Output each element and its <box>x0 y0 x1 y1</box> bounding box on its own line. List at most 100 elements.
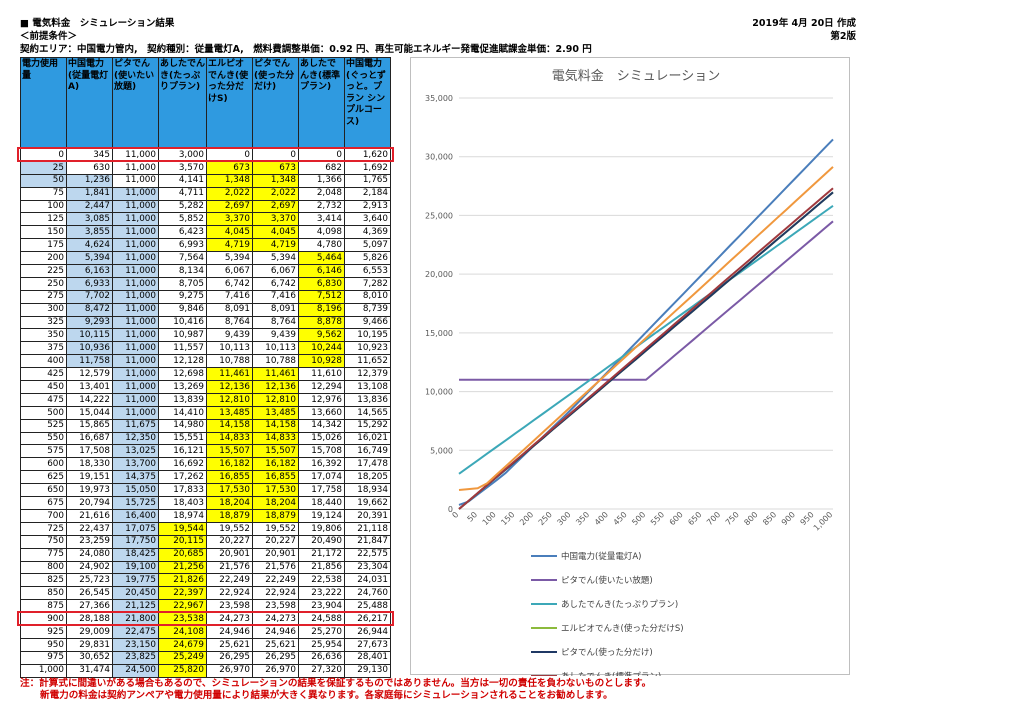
table-cell: 200 <box>20 251 67 266</box>
table-cell: 16,400 <box>112 508 159 523</box>
table-row: 125 3,085 11,000 5,852 3,370 3,370 3,414 3,640 <box>20 212 391 227</box>
table-cell: 1,692 <box>344 160 391 175</box>
y-axis: 0 5,000 10,000 15,000 20,000 25,000 30,000 35,0… <box>425 94 453 514</box>
table-header-row: 電力使用量 中国電力(従量電灯A) ピタでん(使いたい放題) あしたでんき(たっぷりプ… <box>20 57 391 149</box>
chart-series-lines <box>458 138 834 510</box>
table-cell: 19,973 <box>66 483 113 498</box>
table-cell: 11,000 <box>112 212 159 227</box>
table-row: 275 7,702 11,000 9,275 7,416 7,416 7,512 8,010 <box>20 289 391 304</box>
table-cell: 2,184 <box>344 186 391 201</box>
table-cell: 2,913 <box>344 199 391 214</box>
table-cell: 800 <box>20 560 67 575</box>
table-cell: 8,764 <box>252 315 299 330</box>
table-cell: 24,902 <box>66 560 113 575</box>
table-cell: 10,928 <box>298 354 345 369</box>
table-row: 675 20,794 15,725 18,403 18,204 18,204 18,440 1… <box>20 496 391 510</box>
table-cell: 17,262 <box>158 470 207 485</box>
table-cell: 5,394 <box>66 251 113 266</box>
table-header-0: 電力使用量 <box>20 57 67 149</box>
table-cell: 28,401 <box>344 650 391 665</box>
table-row: 200 5,394 11,000 7,564 5,394 5,394 5,464 5,826 <box>20 251 391 266</box>
table-cell: 3,085 <box>66 212 113 227</box>
table-cell: 19,806 <box>298 521 345 536</box>
x-tick-label: 800 <box>742 510 759 527</box>
table-cell: 11,000 <box>112 341 159 356</box>
table-cell: 8,196 <box>298 302 345 317</box>
table-cell: 31,474 <box>66 663 113 678</box>
table-cell: 13,269 <box>158 380 207 394</box>
table-cell: 24,760 <box>344 586 391 601</box>
table-cell: 18,330 <box>66 457 113 472</box>
table-cell: 19,775 <box>112 573 159 588</box>
table-cell: 12,579 <box>66 367 113 382</box>
table-cell: 10,788 <box>252 354 299 369</box>
note-line-2: 新電力の料金は契約アンペアや電力使用量により結果が大きく異なります。各家庭毎にシ… <box>40 690 613 701</box>
table-cell: 14,410 <box>158 405 207 420</box>
table-row: 875 27,366 21,125 22,967 23,598 23,598 23,904 2… <box>20 599 391 614</box>
table-cell: 0 <box>298 148 345 162</box>
table-row: 25 630 11,000 3,570 673 673 682 1,692 <box>20 160 391 175</box>
table-cell: 6,163 <box>66 264 113 278</box>
table-cell: 23,825 <box>112 650 159 665</box>
table-cell: 16,182 <box>206 457 253 472</box>
table-cell: 11,758 <box>66 354 113 369</box>
table-cell: 25,488 <box>344 599 391 614</box>
table-cell: 16,182 <box>252 457 299 472</box>
table-cell: 23,598 <box>252 599 299 614</box>
table-cell: 500 <box>20 405 67 420</box>
table-cell: 3,370 <box>206 212 253 227</box>
table-cell: 125 <box>20 212 67 227</box>
table-row: 775 24,080 18,425 20,685 20,901 20,901 21,172 2… <box>20 547 391 562</box>
table-cell: 11,000 <box>112 405 159 420</box>
table-row: 550 16,687 12,350 15,551 14,833 14,833 15,026 1… <box>20 431 391 446</box>
table-cell: 1,000 <box>20 663 67 678</box>
x-tick-label: 0 <box>450 510 460 520</box>
table-cell: 7,282 <box>344 276 391 291</box>
table-cell: 7,512 <box>298 289 345 304</box>
table-cell: 12,976 <box>298 392 345 407</box>
table-cell: 26,970 <box>206 663 253 678</box>
table-cell: 21,576 <box>252 560 299 575</box>
table-cell: 0 <box>252 148 299 162</box>
table-cell: 11,000 <box>112 289 159 304</box>
table-cell: 475 <box>20 392 67 407</box>
table-cell: 19,544 <box>158 521 207 536</box>
table-cell: 10,936 <box>66 341 113 356</box>
legend-label: あしたでんき(標準プラン) <box>561 671 661 676</box>
created-date: 2019年 4月 20日 作成 <box>752 18 856 29</box>
table-cell: 17,530 <box>252 483 299 498</box>
table-cell: 24,500 <box>112 663 159 678</box>
table-cell: 5,394 <box>252 251 299 266</box>
table-cell: 6,742 <box>206 276 253 291</box>
table-cell: 10,244 <box>298 341 345 356</box>
table-row: 300 8,472 11,000 9,846 8,091 8,091 8,196 8,739 <box>20 302 391 317</box>
series-line-1 <box>459 220 834 381</box>
table-cell: 11,000 <box>112 264 159 278</box>
table-cell: 30,652 <box>66 650 113 665</box>
table-cell: 250 <box>20 276 67 291</box>
line-chart: 電気料金 シミュレーション 0 5,000 10,000 15,000 20,000 25… <box>425 68 834 706</box>
table-cell: 20,490 <box>298 534 345 549</box>
table-cell: 22,397 <box>158 586 207 601</box>
table-cell: 29,009 <box>66 624 113 639</box>
table-cell: 4,624 <box>66 238 113 253</box>
table-cell: 11,000 <box>112 148 159 162</box>
table-cell: 21,118 <box>344 521 391 536</box>
table-row: 750 23,259 17,750 20,115 20,227 20,227 20,490 2… <box>20 534 391 549</box>
table-cell: 675 <box>20 496 67 510</box>
table-cell: 6,067 <box>252 264 299 278</box>
table-cell: 13,836 <box>344 392 391 407</box>
table-row: 175 4,624 11,000 6,993 4,719 4,719 4,780 5,097 <box>20 238 391 253</box>
table-cell: 15,292 <box>344 418 391 433</box>
table-cell: 6,830 <box>298 276 345 291</box>
table-cell: 26,636 <box>298 650 345 665</box>
table-cell: 5,282 <box>158 199 207 214</box>
table-row: 950 29,831 23,150 24,679 25,621 25,621 25,954 2… <box>20 637 391 652</box>
table-cell: 630 <box>66 160 113 175</box>
table-cell: 8,705 <box>158 276 207 291</box>
note-line-1: 注：計算式に間違いがある場合もあるので、シミュレーションの結果を保証するものでは… <box>20 678 652 689</box>
table-cell: 4,045 <box>252 225 299 240</box>
table-cell: 26,295 <box>206 650 253 665</box>
table-cell: 14,375 <box>112 470 159 485</box>
table-cell: 100 <box>20 199 67 214</box>
